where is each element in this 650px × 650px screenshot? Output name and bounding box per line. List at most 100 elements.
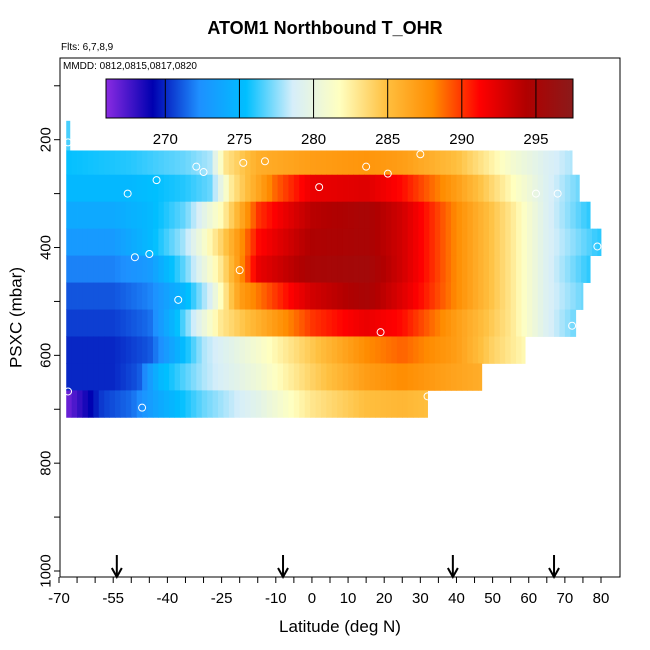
heatmap-cell: [245, 150, 251, 176]
heatmap-cell: [212, 228, 219, 257]
heatmap-cell: [223, 363, 230, 391]
heatmap-cell: [196, 282, 203, 310]
heatmap-cell: [315, 201, 322, 230]
heatmap-cell: [451, 282, 457, 310]
heatmap-cell: [180, 282, 186, 310]
heatmap-cell: [559, 309, 566, 337]
heatmap-cell: [217, 390, 224, 418]
heatmap-cell: [331, 363, 338, 391]
heatmap-cell: [277, 174, 284, 203]
heatmap-cell: [407, 174, 414, 203]
heatmap-cell: [478, 309, 484, 337]
heatmap-cell: [283, 228, 289, 257]
heatmap-cell: [158, 255, 165, 283]
heatmap-cell: [201, 363, 208, 391]
heatmap-cell: [342, 255, 349, 283]
heatmap-cell: [505, 309, 512, 337]
heatmap-cell: [87, 309, 94, 337]
heatmap-cell: [142, 255, 148, 283]
heatmap-cell: [380, 390, 387, 418]
heatmap-cell: [326, 282, 333, 310]
heatmap-cell: [353, 255, 360, 283]
heatmap-cell: [125, 228, 132, 257]
heatmap-cell: [120, 282, 127, 310]
heatmap-cell: [402, 363, 409, 391]
heatmap-cell: [467, 255, 474, 283]
heatmap-cell: [353, 309, 360, 337]
heatmap-cell: [396, 174, 403, 203]
heatmap-cell: [348, 309, 354, 337]
heatmap-cell: [299, 363, 306, 391]
heatmap-cell: [196, 363, 203, 391]
heatmap-cell: [364, 228, 371, 257]
heatmap-cell: [163, 390, 170, 418]
heatmap-cell: [152, 309, 159, 337]
heatmap-cell: [375, 174, 381, 203]
heatmap-cell: [386, 363, 392, 391]
heatmap-cell: [283, 309, 289, 337]
heatmap-cell: [386, 174, 392, 203]
heatmap-cell: [261, 255, 268, 283]
heatmap-cell: [554, 255, 560, 283]
heatmap-cell: [136, 228, 143, 257]
heatmap-cell: [423, 150, 430, 176]
heatmap-cell: [104, 390, 110, 418]
heatmap-cell: [98, 390, 105, 418]
heatmap-cell: [521, 255, 528, 283]
heatmap-cell: [77, 174, 83, 203]
heatmap-cell: [293, 201, 300, 230]
heatmap-cell: [87, 150, 94, 176]
heatmap-cell: [418, 228, 425, 257]
sample-point: [199, 168, 208, 177]
x-tick-label: 30: [412, 590, 429, 607]
heatmap-cell: [272, 336, 279, 364]
heatmap-cell: [320, 174, 327, 203]
heatmap-cell: [239, 174, 246, 203]
heatmap-cell: [326, 228, 333, 257]
heatmap-cell: [342, 201, 349, 230]
sample-point: [260, 157, 269, 166]
heatmap-cell: [239, 228, 246, 257]
heatmap-cell: [418, 201, 425, 230]
sample-point: [416, 150, 425, 159]
heatmap-cell: [320, 255, 327, 283]
heatmap-cell: [364, 255, 371, 283]
heatmap-cell: [375, 336, 381, 364]
heatmap-cell: [66, 390, 73, 418]
heatmap-cell: [299, 255, 306, 283]
heatmap-cell: [488, 150, 495, 176]
heatmap-cell: [283, 363, 289, 391]
heatmap-cell: [98, 255, 105, 283]
heatmap-cell: [543, 174, 550, 203]
heatmap-cell: [353, 150, 360, 176]
heatmap-cell: [429, 228, 436, 257]
heatmap-cell: [396, 336, 403, 364]
heatmap-cell: [174, 174, 181, 203]
heatmap-cell: [87, 363, 94, 391]
heatmap-cell: [217, 309, 224, 337]
flights-label: Flts: 6,7,8,9: [61, 42, 114, 53]
heatmap-cell: [239, 255, 246, 283]
heatmap-cell: [77, 282, 83, 310]
heatmap-cell: [185, 150, 192, 176]
heatmap-cell: [93, 174, 100, 203]
heatmap-cell: [152, 228, 159, 257]
heatmap-cell: [190, 150, 197, 176]
heatmap-cell: [190, 390, 197, 418]
heatmap-cell: [440, 282, 447, 310]
heatmap-cell: [272, 309, 279, 337]
heatmap-cell: [478, 174, 484, 203]
heatmap-cell: [402, 282, 409, 310]
heatmap-cell: [532, 174, 539, 203]
heatmap-cell: [348, 201, 354, 230]
heatmap-cell: [266, 255, 273, 283]
heatmap-cell: [180, 174, 186, 203]
heatmap-cell: [434, 228, 441, 257]
heatmap-cell: [537, 201, 544, 230]
heatmap-cell: [483, 228, 490, 257]
heatmap-cell: [234, 309, 241, 337]
heatmap-cell: [315, 150, 322, 176]
heatmap-cell: [163, 309, 170, 337]
heatmap-cell: [396, 150, 403, 176]
heatmap-cell: [71, 309, 78, 337]
